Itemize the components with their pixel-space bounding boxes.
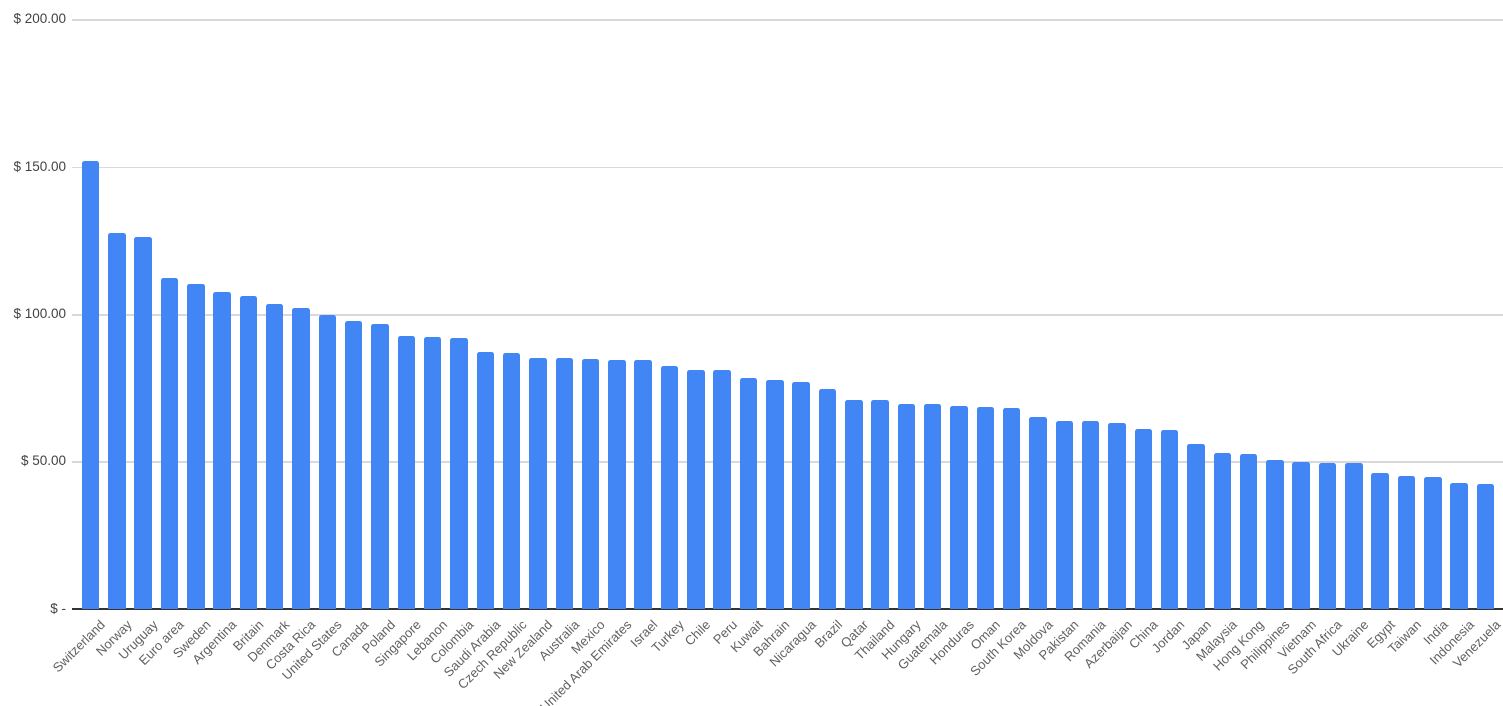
bar-israel [634, 360, 652, 609]
bar-japan [1187, 444, 1205, 609]
bar-philippines [1266, 460, 1284, 609]
bar-costa-rica [292, 308, 310, 609]
bar-australia [555, 358, 573, 609]
bar-honduras [950, 405, 968, 609]
bar-saudi-arabia [476, 352, 495, 609]
bar-turkey [660, 366, 679, 609]
bar-qatar [845, 399, 863, 609]
bar-ukraine [1345, 463, 1363, 609]
x-axis-baseline [72, 608, 1503, 611]
bar-venezuela [1476, 484, 1495, 609]
bar-egypt [1371, 473, 1389, 609]
bar-guatemala [923, 404, 942, 609]
bar-hong-kong [1239, 453, 1258, 609]
bar-pakistan [1055, 420, 1074, 609]
bar-indonesia [1450, 482, 1468, 609]
bar-taiwan [1397, 475, 1416, 609]
bar-britain [239, 296, 258, 609]
bar-poland [371, 324, 389, 609]
bar-lebanon [423, 337, 442, 609]
bar-vietnam [1292, 462, 1310, 609]
bar-denmark [265, 304, 284, 609]
y-axis-tick-label: $ 50.00 [20, 453, 66, 469]
gridline [72, 166, 1503, 169]
bar-kuwait [739, 378, 758, 609]
bar-oman [976, 407, 995, 609]
bar-argentina [213, 292, 231, 609]
bar-south-africa [1318, 462, 1337, 609]
x-axis-category-label: Chile [681, 617, 714, 649]
bar-czech-republic [502, 353, 521, 609]
bar-sweden [187, 284, 205, 609]
bar-chile [687, 369, 705, 609]
bar-nicaragua [792, 382, 810, 609]
bar-bahrain [766, 380, 784, 609]
bar-uruguay [134, 237, 152, 609]
bar-united-states [318, 315, 337, 609]
bar-azerbaijan [1108, 423, 1126, 609]
y-axis-tick-label: $ 100.00 [13, 306, 66, 322]
bar-hungary [897, 403, 916, 609]
bar-india [1424, 477, 1442, 609]
y-axis-tick-label: $ - [50, 600, 66, 616]
gridline [72, 314, 1503, 316]
bar-united-arab-emirates [608, 360, 626, 609]
bar-south-korea [1002, 408, 1021, 609]
bar-switzerland [81, 160, 100, 609]
bar-canada [344, 320, 363, 609]
bar-norway [108, 233, 126, 609]
bar-new-zealand [529, 358, 547, 609]
y-axis-tick-label: $ 150.00 [13, 158, 66, 174]
bar-moldova [1029, 417, 1047, 609]
bar-romania [1081, 421, 1100, 609]
bar-peru [713, 370, 731, 609]
bar-jordan [1160, 430, 1179, 609]
bar-brazil [818, 389, 837, 609]
bar-mexico [581, 359, 600, 609]
gridline [72, 19, 1503, 21]
y-axis-tick-label: $ 200.00 [13, 11, 66, 27]
bar-china [1134, 429, 1153, 609]
bar-singapore [397, 335, 416, 609]
bar-colombia [450, 337, 468, 609]
bar-malaysia [1213, 453, 1231, 609]
bar-thailand [871, 400, 889, 609]
x-axis-category-label: Brazil [811, 617, 846, 651]
bar-euro-area [160, 278, 179, 609]
gridline [72, 461, 1503, 463]
